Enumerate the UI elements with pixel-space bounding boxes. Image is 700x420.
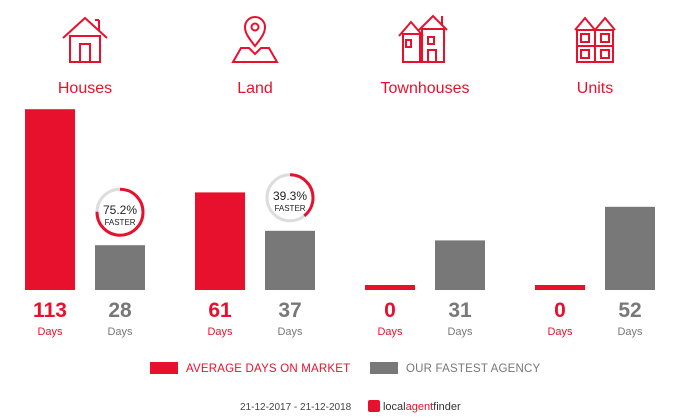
legend-label-agency: OUR FASTEST AGENCY xyxy=(406,363,541,375)
market-unit-townhouses: Days xyxy=(377,326,403,338)
agency-bar-land xyxy=(265,230,315,290)
agency-unit-townhouses: Days xyxy=(447,326,473,338)
category-units: Units xyxy=(525,10,665,98)
agency-unit-houses: Days xyxy=(107,326,133,338)
category-label: Houses xyxy=(57,80,113,97)
logo-mark-icon xyxy=(367,400,380,412)
market-value-houses: 113 xyxy=(33,299,67,322)
market-bar-townhouses xyxy=(365,285,415,290)
faster-label-land: FASTER xyxy=(274,204,305,213)
market-unit-units: Days xyxy=(547,326,573,338)
agency-unit-land: Days xyxy=(277,326,303,338)
category-label: Land xyxy=(237,80,273,97)
legend-swatch-market xyxy=(150,362,178,374)
market-value-units: 0 xyxy=(554,299,566,322)
days-on-market-chart: 113 Days 28 Days 61 Days 37 Days 0 Days 31 Days 0 Day… xyxy=(25,109,655,338)
category-houses: Houses xyxy=(15,10,155,98)
localagentfinder-logo: localagentfinder xyxy=(367,400,461,413)
category-land: Land xyxy=(185,10,325,98)
market-unit-land: Days xyxy=(207,326,233,338)
footer: 21-12-2017 - 21-12-2018 localagentfinder xyxy=(240,400,461,413)
units-building-icon xyxy=(574,16,616,63)
market-unit-houses: Days xyxy=(37,326,63,338)
agency-bar-townhouses xyxy=(435,240,485,290)
agency-value-houses: 28 xyxy=(108,299,132,322)
faster-badge-progress-houses xyxy=(95,187,145,237)
market-bar-land xyxy=(195,192,245,290)
category-label: Units xyxy=(576,80,614,97)
market-bar-houses xyxy=(25,109,75,290)
category-label: Townhouses xyxy=(380,80,470,97)
market-value-land: 61 xyxy=(208,299,232,322)
category-townhouses: Townhouses xyxy=(355,10,495,98)
agency-bar-units xyxy=(605,206,655,290)
market-value-townhouses: 0 xyxy=(384,299,396,322)
faster-percent-houses: 75.2% xyxy=(103,203,137,217)
faster-label-houses: FASTER xyxy=(104,218,135,227)
map-pin-icon xyxy=(231,16,279,63)
market-bar-units xyxy=(535,285,585,290)
agency-bar-houses xyxy=(95,245,145,290)
townhouses-icon xyxy=(398,14,448,63)
legend-label-market: AVERAGE DAYS ON MARKET xyxy=(186,363,351,375)
house-icon xyxy=(62,16,108,63)
agency-value-units: 52 xyxy=(618,299,641,322)
date-range: 21-12-2017 - 21-12-2018 xyxy=(240,402,352,413)
legend-swatch-agency xyxy=(370,362,398,374)
faster-badge-progress-land xyxy=(265,173,315,223)
agency-value-townhouses: 31 xyxy=(448,299,472,322)
legend-market: AVERAGE DAYS ON MARKET xyxy=(150,362,350,375)
faster-percent-land: 39.3% xyxy=(273,189,307,203)
agency-value-land: 37 xyxy=(278,299,301,322)
agency-unit-units: Days xyxy=(617,326,643,338)
legend-agency: OUR FASTEST AGENCY xyxy=(370,362,540,375)
